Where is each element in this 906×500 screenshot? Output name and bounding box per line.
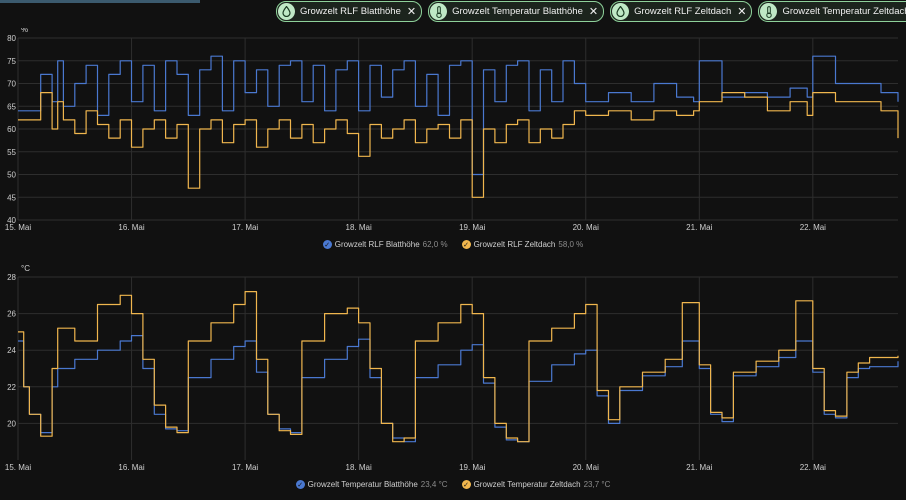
- series-line-1: [18, 55, 899, 176]
- y-tick-label: 50: [7, 171, 16, 180]
- thermometer-icon: [760, 3, 778, 20]
- filter-chip-rlf-zeltdach[interactable]: Growzelt RLF Zeltdach ✕: [610, 1, 753, 22]
- y-tick-label: 22: [7, 383, 16, 392]
- legend-item[interactable]: ✓ Growzelt RLF Blatthöhe 62,0 %: [322, 240, 448, 249]
- filter-chip-temperatur-blatthoehe[interactable]: Growzelt Temperatur Blatthöhe ✕: [428, 1, 605, 22]
- checked-icon: ✓: [322, 240, 332, 249]
- x-tick-label: 21. Mai: [686, 223, 712, 232]
- legend-item[interactable]: ✓ Growzelt Temperatur Blatthöhe 23,4 °C: [295, 480, 448, 489]
- legend-item[interactable]: ✓ Growzelt RLF Zeltdach 58,0 %: [461, 240, 584, 249]
- close-icon[interactable]: ✕: [737, 6, 747, 18]
- legend-value: 58,0 %: [558, 240, 584, 249]
- checked-icon: ✓: [295, 480, 305, 489]
- x-tick-label: 20. Mai: [573, 223, 599, 232]
- y-tick-label: 75: [7, 57, 16, 66]
- x-tick-label: 15. Mai: [5, 463, 31, 472]
- y-tick-label: 45: [7, 193, 16, 202]
- temperature-chart: °C 20 22 24 26 28 15. Mai 16. Mai 17. Mai 18. Mai…: [5, 264, 899, 472]
- series-line-2: [18, 92, 899, 198]
- top-accent-bar: [0, 0, 200, 3]
- entity-filter-chips: Growzelt RLF Blatthöhe ✕ Growzelt Temper…: [276, 1, 906, 22]
- water-icon: [278, 3, 295, 20]
- filter-chip-temperatur-zeltdach[interactable]: Growzelt Temperatur Zeltdach ✕: [758, 1, 906, 22]
- x-tick-label: 16. Mai: [118, 223, 144, 232]
- y-tick-label: 24: [7, 346, 16, 355]
- x-tick-label: 19. Mai: [459, 463, 485, 472]
- chip-label: Growzelt Temperatur Blatthöhe: [452, 6, 583, 17]
- legend-label: Growzelt RLF Blatthöhe: [334, 240, 420, 249]
- unit-label: %: [21, 28, 28, 34]
- y-tick-label: 80: [7, 34, 16, 43]
- legend-value: 23,7 °C: [583, 480, 611, 489]
- x-tick-label: 18. Mai: [346, 223, 372, 232]
- y-tick-label: 60: [7, 125, 16, 134]
- y-tick-label: 40: [7, 216, 16, 225]
- chip-label: Growzelt Temperatur Zeltdach: [782, 6, 906, 17]
- x-tick-label: 21. Mai: [686, 463, 712, 472]
- x-tick-label: 20. Mai: [573, 463, 599, 472]
- series-line-1: [18, 335, 899, 443]
- filter-chip-rlf-blatthoehe[interactable]: Growzelt RLF Blatthöhe ✕: [276, 1, 423, 22]
- x-tick-label: 19. Mai: [459, 223, 485, 232]
- chip-label: Growzelt RLF Zeltdach: [634, 6, 732, 17]
- legend-item[interactable]: ✓ Growzelt Temperatur Zeltdach 23,7 °C: [461, 480, 611, 489]
- water-icon: [612, 3, 630, 20]
- x-tick-label: 15. Mai: [5, 223, 31, 232]
- thermometer-icon: [430, 3, 448, 20]
- humidity-legend: ✓ Growzelt RLF Blatthöhe 62,0 % ✓ Growze…: [0, 240, 906, 249]
- y-tick-label: 70: [7, 80, 16, 89]
- legend-label: Growzelt Temperatur Zeltdach: [473, 480, 581, 489]
- x-tick-label: 17. Mai: [232, 463, 258, 472]
- legend-value: 62,0 %: [422, 240, 448, 249]
- unit-label: °C: [21, 264, 30, 273]
- y-tick-label: 26: [7, 310, 16, 319]
- x-tick-label: 18. Mai: [346, 463, 372, 472]
- x-tick-label: 22. Mai: [800, 463, 826, 472]
- temperature-legend: ✓ Growzelt Temperatur Blatthöhe 23,4 °C …: [0, 480, 906, 489]
- legend-label: Growzelt Temperatur Blatthöhe: [307, 480, 418, 489]
- checked-icon: ✓: [461, 240, 471, 249]
- x-tick-label: 22. Mai: [800, 223, 826, 232]
- legend-value: 23,4 °C: [420, 480, 448, 489]
- legend-label: Growzelt RLF Zeltdach: [473, 240, 556, 249]
- x-tick-label: 16. Mai: [118, 463, 144, 472]
- series-line-2: [18, 291, 899, 443]
- y-tick-label: 55: [7, 148, 16, 157]
- close-icon[interactable]: ✕: [588, 6, 599, 18]
- chip-label: Growzelt RLF Blatthöhe: [300, 6, 401, 17]
- y-tick-label: 28: [7, 273, 16, 282]
- humidity-chart: % 40 45 50 55 60 65 70 75 80 15. Mai 16. Mai 17. Mai…: [5, 28, 899, 232]
- x-tick-label: 17. Mai: [232, 223, 258, 232]
- y-tick-label: 20: [7, 419, 16, 428]
- close-icon[interactable]: ✕: [406, 6, 417, 18]
- checked-icon: ✓: [461, 480, 471, 489]
- y-tick-label: 65: [7, 102, 16, 111]
